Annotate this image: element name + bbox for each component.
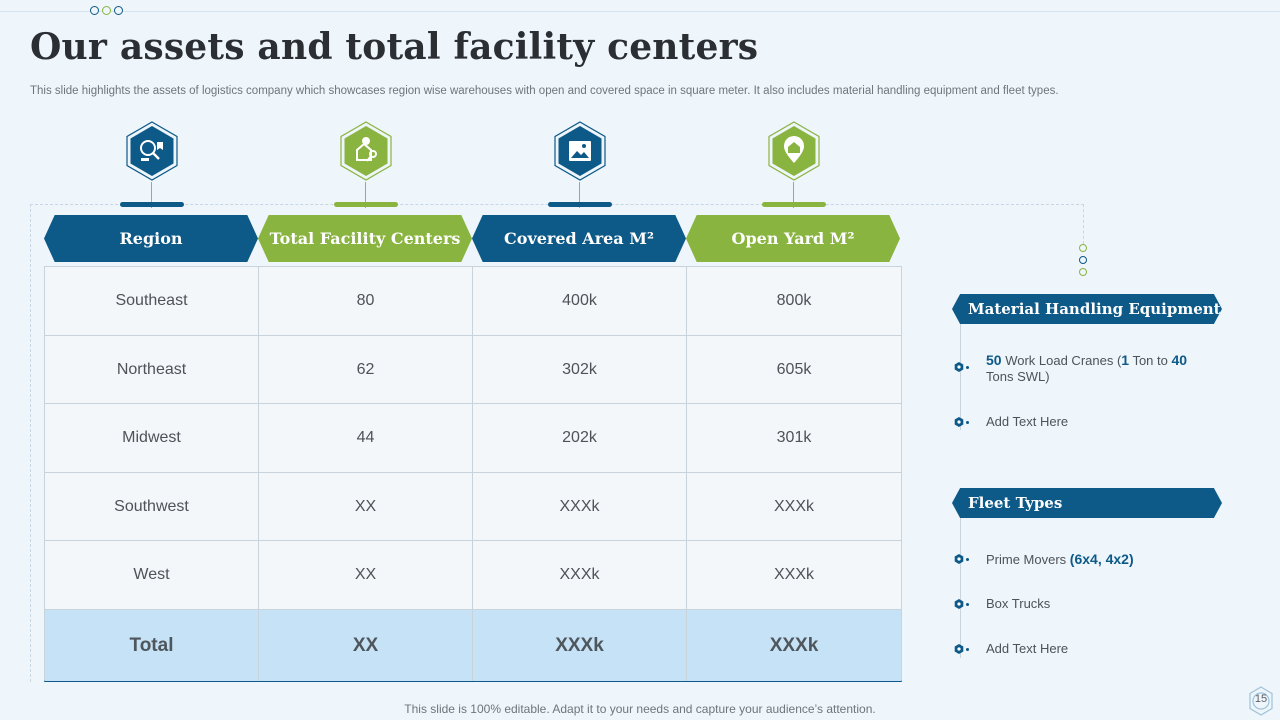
table-row: West XX XXXk XXXk (45, 541, 901, 610)
header-covered-area: Covered Area M² (472, 215, 686, 262)
fleet-item-placeholder: Add Text Here (986, 641, 1069, 656)
material-handling-header: Material Handling Equipment (952, 294, 1222, 324)
total-cell: Total (45, 610, 259, 681)
bullet (954, 599, 969, 609)
facility-key-icon (340, 121, 392, 181)
fleet-types-header: Fleet Types (952, 488, 1222, 518)
hex-bullet-icon (954, 644, 964, 654)
total-cell: XXXk (473, 610, 687, 681)
connector-dot (1079, 256, 1087, 264)
item-text: Work Load Cranes ( (1001, 353, 1122, 368)
material-item-placeholder: Add Text Here (986, 414, 1069, 429)
decor-dot (90, 6, 99, 15)
hex-bullet-icon (954, 362, 964, 372)
table-total-row: Total XX XXXk XXXk (45, 610, 901, 681)
fleet-item-prime-movers: Prime Movers (6x4, 4x2) (986, 551, 1206, 568)
item-text: Prime Movers (986, 552, 1070, 567)
bullet (954, 554, 969, 564)
table-cell: 44 (259, 404, 473, 472)
table-cell: XX (259, 473, 473, 540)
total-cell: XXXk (769, 634, 819, 656)
bullet (954, 362, 969, 372)
table-cell: XX (259, 541, 473, 609)
table-cell: XXXk (773, 497, 814, 515)
header-open-yard: Open Yard M² (686, 215, 900, 262)
decor-dots (90, 6, 123, 15)
bullet-dot (966, 647, 969, 651)
dashed-frame (30, 204, 31, 682)
assets-table: Southeast 80 400k 800k Northeast 62 302k… (44, 266, 902, 682)
connector-dot (1079, 268, 1087, 276)
dashed-frame (1083, 204, 1084, 244)
table-cell: 302k (473, 336, 687, 403)
top-rule (0, 11, 1280, 12)
hex-bullet-icon (954, 599, 964, 609)
table-cell: 301k (776, 429, 812, 446)
icon-bar (762, 202, 826, 207)
image-icon (554, 121, 606, 181)
table-cell: Northeast (45, 336, 259, 403)
location-home-icon (768, 121, 820, 181)
bullet (954, 417, 969, 427)
item-text: Ton to (1129, 353, 1172, 368)
icon-stem (365, 182, 366, 208)
highlight-number: 50 (986, 352, 1002, 368)
table-cell: XXXk (473, 541, 687, 609)
table-row: Midwest 44 202k 301k (45, 404, 901, 473)
icon-stem (579, 182, 580, 208)
icon-stem (151, 182, 152, 208)
material-item-cranes: 50 Work Load Cranes (1 Ton to 40 Tons SW… (986, 352, 1206, 385)
footer-note: This slide is 100% editable. Adapt it to… (404, 702, 876, 716)
page-subtitle: This slide highlights the assets of logi… (30, 85, 1059, 97)
table-cell: 202k (473, 404, 687, 472)
table-cell: 605k (776, 360, 812, 378)
panel-rail (960, 518, 961, 658)
table-cell: 80 (259, 267, 473, 335)
header-total-facility-centers: Total Facility Centers (258, 215, 472, 262)
table-cell: Southwest (45, 473, 259, 540)
header-region: Region (44, 215, 258, 262)
table-cell: Midwest (45, 404, 259, 472)
bullet (954, 644, 969, 654)
icon-stem (793, 182, 794, 208)
icon-bar (548, 202, 612, 207)
table-cell: 62 (259, 336, 473, 403)
gear-icon (1249, 686, 1273, 716)
page-number: 15 (1254, 693, 1268, 705)
highlight-number: 40 (1171, 352, 1188, 368)
decor-dot (114, 6, 123, 15)
table-cell: XXXk (773, 566, 814, 583)
total-cell: XX (259, 610, 473, 681)
bullet-dot (966, 557, 969, 561)
decor-dot (102, 6, 111, 15)
icon-bar (120, 202, 184, 207)
panel-rail (960, 324, 961, 430)
table-cell: 400k (473, 267, 687, 335)
connector-dot (1079, 244, 1087, 252)
highlight-text: (6x4, 4x2) (1069, 551, 1134, 567)
highlight-number: 1 (1121, 352, 1130, 368)
hex-bullet-icon (954, 417, 964, 427)
table-row: Southeast 80 400k 800k (45, 267, 901, 336)
icon-bar (334, 202, 398, 207)
table-cell: West (45, 541, 259, 609)
table-row: Northeast 62 302k 605k (45, 336, 901, 404)
table-cell: Southeast (45, 267, 259, 335)
page-title: Our assets and total facility centers (30, 26, 759, 68)
table-cell: 800k (776, 292, 812, 309)
bullet-dot (966, 365, 969, 369)
bullet-dot (966, 420, 969, 424)
table-cell: XXXk (473, 473, 687, 540)
fleet-item-box-trucks: Box Trucks (986, 596, 1051, 611)
table-row: Southwest XX XXXk XXXk (45, 473, 901, 541)
bullet-dot (966, 602, 969, 606)
item-text: Tons SWL) (986, 369, 1050, 384)
hex-bullet-icon (954, 554, 964, 564)
page-number-badge: 15 (1244, 684, 1278, 718)
inspection-icon (126, 121, 178, 181)
